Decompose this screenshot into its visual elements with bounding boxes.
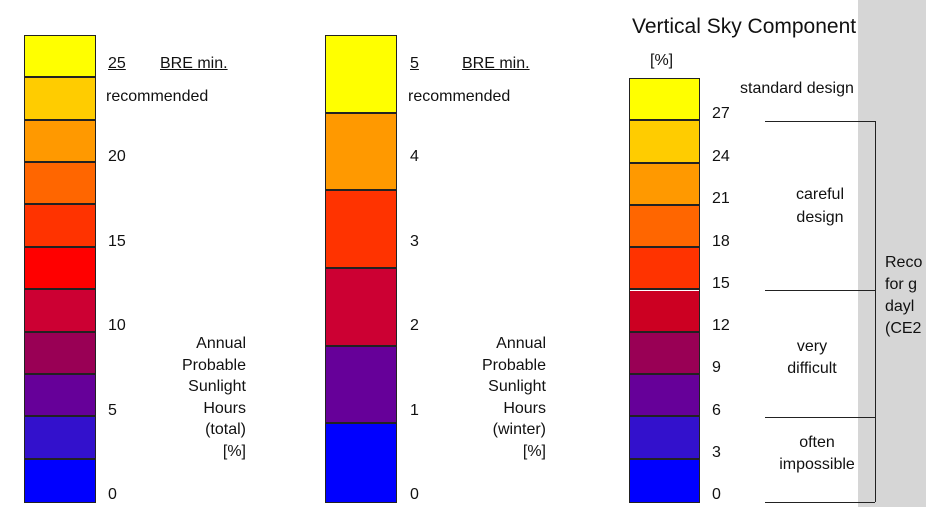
scale2-recommended-label: recommended: [408, 88, 511, 105]
scale1-tick-5: 5: [108, 402, 117, 419]
sunlight-winter-color-cell: [326, 113, 396, 192]
caption-line: Annual: [496, 335, 546, 352]
recommendation-line: (CE2: [885, 320, 922, 337]
sunlight-total-color-cell: [25, 417, 95, 460]
sunlight-total-color-cell: [25, 78, 95, 121]
vsc-tick-12: 12: [712, 317, 730, 334]
sunlight-total-color-cell: [25, 459, 95, 502]
band-divider-6: [765, 417, 875, 418]
recommendation-note: Reco for g dayl (CE2: [885, 252, 922, 340]
caption-line: Sunlight: [188, 378, 246, 395]
scale1-tick-0: 0: [108, 486, 117, 503]
sunlight-winter-color-cell: [326, 424, 396, 502]
scale2-tick-4: 4: [410, 148, 419, 165]
vsc-color-cell: [630, 205, 699, 249]
scale2-tick-1: 1: [410, 402, 419, 419]
band-divider-0: [765, 502, 875, 503]
caption-line: Hours: [203, 399, 246, 417]
band-line: careful: [795, 186, 845, 203]
scale1-caption: Annual Probable Sunlight Hours (total) […: [140, 333, 246, 462]
recommendation-line: dayl: [885, 298, 915, 315]
caption-line: [%]: [522, 442, 546, 460]
recommendation-line: Reco: [885, 254, 923, 271]
sunlight-total-color-cell: [25, 247, 95, 291]
band-divider-15: [765, 290, 875, 291]
vsc-color-cell: [630, 459, 699, 502]
sunlight-winter-color-cell: [326, 269, 396, 347]
sunlight-total-color-cell: [25, 36, 95, 79]
scale2-caption: Annual Probable Sunlight Hours (winter) …: [440, 333, 546, 462]
scale2-tick-2: 2: [410, 317, 419, 334]
sunlight-total-color-cell: [25, 163, 95, 206]
caption-line: Annual: [196, 335, 246, 352]
sunlight-winter-color-cell: [326, 191, 396, 269]
vsc-color-cell: [630, 163, 699, 206]
vsc-color-cell: [630, 375, 699, 418]
band-standard-design: standard design: [740, 80, 854, 97]
caption-line: (winter): [492, 421, 546, 438]
vsc-color-cell: [630, 248, 699, 291]
band-line: often: [799, 434, 835, 451]
vsc-color-cell: [630, 332, 699, 376]
recommendation-line: for g: [885, 276, 918, 293]
sunlight-total-color-cell: [25, 374, 95, 418]
band-careful-design: careful design: [768, 183, 872, 229]
caption-line: Hours: [503, 399, 546, 417]
band-line: impossible: [779, 456, 855, 473]
band-bracket: [875, 121, 876, 502]
vsc-tick-9: 9: [712, 359, 721, 376]
vsc-tick-18: 18: [712, 233, 730, 250]
vsc-tick-21: 21: [712, 190, 730, 207]
scale1-tick-20: 20: [108, 148, 126, 165]
sunlight-total-color-cell: [25, 205, 95, 248]
scale1-tick-25: 25: [108, 55, 126, 72]
sunlight-total-color-cell: [25, 120, 95, 164]
vsc-color-bar: [629, 78, 700, 503]
scale1-recommended-label: recommended: [106, 88, 209, 105]
caption-line: (total): [205, 421, 246, 438]
vsc-color-cell: [630, 121, 699, 164]
caption-line: Probable: [181, 356, 246, 374]
vsc-tick-0: 0: [712, 486, 721, 503]
scale2-tick-0: 0: [410, 486, 419, 503]
vsc-tick-15: 15: [712, 275, 730, 292]
vsc-tick-3: 3: [712, 444, 721, 461]
vsc-tick-27: 27: [712, 105, 730, 122]
band-line: difficult: [787, 360, 837, 377]
caption-line: Sunlight: [488, 378, 546, 395]
vsc-tick-6: 6: [712, 402, 721, 419]
band-line: very: [796, 338, 828, 355]
vsc-color-cell: [630, 290, 699, 333]
scale2-tick-5: 5: [410, 55, 419, 72]
sunlight-winter-color-cell: [326, 36, 396, 114]
sunlight-winter-color-cell: [326, 346, 396, 425]
caption-line: [%]: [222, 442, 246, 460]
scale1-tick-15: 15: [108, 233, 126, 250]
side-panel: [858, 0, 926, 507]
sunlight-winter-color-bar: [325, 35, 397, 503]
scale1-bre-min-label: BRE min.: [160, 55, 228, 72]
scale2-bre-min-label: BRE min.: [462, 55, 530, 72]
sunlight-total-color-cell: [25, 290, 95, 333]
vsc-color-cell: [630, 79, 699, 122]
vsc-tick-24: 24: [712, 148, 730, 165]
vsc-color-cell: [630, 417, 699, 460]
scale2-tick-3: 3: [410, 233, 419, 250]
sunlight-total-color-cell: [25, 332, 95, 375]
band-very-difficult: very difficult: [760, 336, 864, 380]
band-divider-27: [765, 121, 875, 122]
caption-line: Probable: [481, 356, 546, 374]
vsc-unit: [%]: [650, 52, 674, 69]
band-line: design: [796, 209, 844, 226]
vsc-title: Vertical Sky Component: [632, 15, 857, 38]
sunlight-total-color-bar: [24, 35, 96, 503]
band-often-impossible: often impossible: [762, 432, 872, 476]
scale1-tick-10: 10: [108, 317, 126, 334]
